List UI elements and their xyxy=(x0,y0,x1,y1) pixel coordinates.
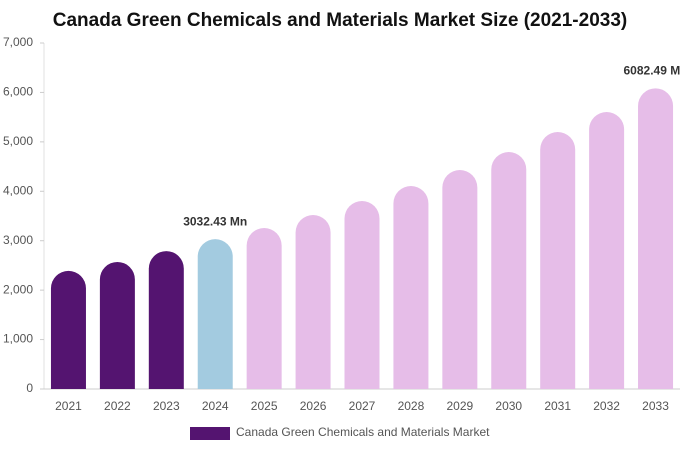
bar xyxy=(99,261,135,389)
x-tick-label: 2024 xyxy=(202,399,229,413)
x-tick-label: 2022 xyxy=(104,399,131,413)
x-tick-label: 2032 xyxy=(593,399,620,413)
x-tick-label: 2030 xyxy=(495,399,522,413)
bar xyxy=(638,88,674,390)
y-tick-label: 0 xyxy=(26,381,33,395)
x-tick-label: 2023 xyxy=(153,399,180,413)
x-tick-label: 2026 xyxy=(300,399,327,413)
y-tick-label: 3,000 xyxy=(3,233,33,247)
bar xyxy=(442,170,478,389)
legend-swatch xyxy=(190,427,230,440)
x-tick-label: 2021 xyxy=(55,399,82,413)
x-tick-label: 2028 xyxy=(398,399,425,413)
y-tick-label: 5,000 xyxy=(3,134,33,148)
bar xyxy=(295,215,331,389)
bar xyxy=(589,112,625,389)
y-tick-label: 4,000 xyxy=(3,183,33,197)
x-tick-label: 2033 xyxy=(642,399,669,413)
chart-title: Canada Green Chemicals and Materials Mar… xyxy=(53,10,627,31)
y-tick-label: 6,000 xyxy=(3,85,33,99)
x-tick-label: 2029 xyxy=(446,399,473,413)
y-tick-label: 7,000 xyxy=(3,35,33,49)
value-label: 6082.49 Mn xyxy=(624,64,680,78)
bar xyxy=(344,201,380,389)
bar xyxy=(197,239,233,389)
x-tick-label: 2027 xyxy=(349,399,376,413)
bar xyxy=(148,251,184,389)
bar xyxy=(540,132,576,389)
legend-label: Canada Green Chemicals and Materials Mar… xyxy=(236,425,490,439)
y-tick-label: 2,000 xyxy=(3,282,33,296)
bar xyxy=(491,151,527,389)
y-tick-label: 1,000 xyxy=(3,332,33,346)
bar xyxy=(246,228,282,389)
bar xyxy=(393,185,429,389)
x-tick-label: 2025 xyxy=(251,399,278,413)
value-label: 3032.43 Mn xyxy=(183,214,247,228)
bar xyxy=(50,270,86,389)
x-tick-label: 2031 xyxy=(544,399,571,413)
